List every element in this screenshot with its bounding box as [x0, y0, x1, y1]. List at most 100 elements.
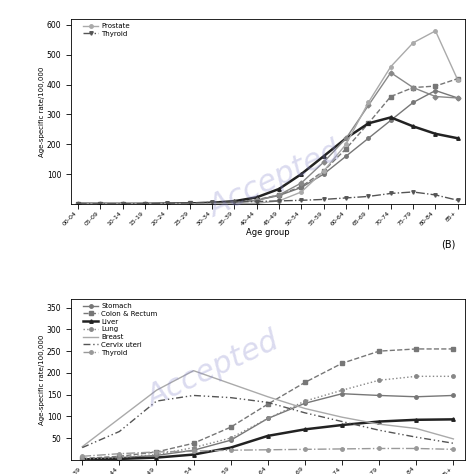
- Stomach: [376, 392, 382, 398]
- Thyroid: [228, 447, 234, 453]
- Liver: [117, 456, 122, 462]
- Liver: [302, 427, 308, 432]
- Liver: [265, 433, 271, 439]
- Line: Thyroid: Thyroid: [76, 190, 460, 206]
- Stomach: [265, 416, 271, 421]
- Prostate: [209, 201, 215, 207]
- Prostate: [433, 28, 438, 34]
- Colon & Rectum: [339, 360, 345, 366]
- Breast: [191, 368, 196, 374]
- Colon & Rectum: [117, 454, 122, 459]
- Breast: [376, 421, 382, 427]
- Thyroid: [117, 451, 122, 456]
- Thyroid: [191, 448, 196, 454]
- Breast: [79, 444, 85, 449]
- Thyroid: [231, 199, 237, 205]
- Lung: [191, 445, 196, 450]
- Thyroid: [265, 447, 271, 453]
- Thyroid: [276, 198, 282, 204]
- Text: (B): (B): [441, 239, 455, 249]
- Prostate: [75, 201, 81, 207]
- Liver: [451, 417, 456, 422]
- Colon & Rectum: [154, 449, 159, 455]
- Breast: [451, 436, 456, 442]
- Thyroid: [164, 201, 170, 206]
- Line: Breast: Breast: [82, 371, 454, 447]
- Prostate: [97, 201, 103, 207]
- Breast: [228, 381, 234, 387]
- Prostate: [321, 168, 327, 174]
- Text: Accepted: Accepted: [204, 137, 346, 223]
- Cervix uteri: [302, 410, 308, 416]
- Stomach: [413, 394, 419, 400]
- X-axis label: Age group: Age group: [246, 228, 290, 237]
- Legend: Prostate, Thyroid: Prostate, Thyroid: [82, 22, 130, 37]
- Prostate: [343, 141, 349, 147]
- Breast: [339, 414, 345, 420]
- Thyroid: [455, 198, 461, 203]
- Prostate: [187, 201, 192, 207]
- Breast: [154, 387, 159, 393]
- Stomach: [191, 447, 196, 453]
- Prostate: [164, 201, 170, 207]
- Colon & Rectum: [191, 440, 196, 446]
- Legend: Stomach, Colon & Rectum, Liver, Lung, Breast, Cervix uteri, Thyroid: Stomach, Colon & Rectum, Liver, Lung, Br…: [82, 302, 158, 356]
- Thyroid: [376, 446, 382, 451]
- Lung: [265, 416, 271, 421]
- Lung: [117, 455, 122, 460]
- Stomach: [117, 455, 122, 460]
- Thyroid: [451, 447, 456, 452]
- Line: Liver: Liver: [81, 418, 455, 461]
- Prostate: [276, 198, 282, 204]
- Line: Colon & Rectum: Colon & Rectum: [81, 347, 455, 460]
- Stomach: [451, 392, 456, 398]
- Breast: [413, 426, 419, 431]
- Stomach: [339, 391, 345, 397]
- Breast: [302, 406, 308, 411]
- Thyroid: [142, 201, 148, 207]
- Breast: [265, 394, 271, 400]
- Colon & Rectum: [413, 346, 419, 352]
- Thyroid: [302, 447, 308, 452]
- Stomach: [302, 401, 308, 406]
- Liver: [191, 452, 196, 457]
- Thyroid: [410, 189, 416, 195]
- Line: Thyroid: Thyroid: [81, 447, 455, 458]
- Colon & Rectum: [79, 456, 85, 461]
- Lung: [413, 374, 419, 379]
- Cervix uteri: [413, 434, 419, 440]
- Thyroid: [187, 200, 192, 206]
- Liver: [376, 419, 382, 424]
- Thyroid: [339, 446, 345, 452]
- Cervix uteri: [265, 400, 271, 405]
- Cervix uteri: [117, 428, 122, 434]
- Line: Cervix uteri: Cervix uteri: [82, 395, 454, 447]
- Prostate: [455, 77, 461, 83]
- Stomach: [228, 438, 234, 443]
- Lung: [339, 387, 345, 393]
- Liver: [339, 422, 345, 428]
- Thyroid: [365, 193, 371, 199]
- Prostate: [231, 201, 237, 207]
- Lung: [228, 435, 234, 441]
- Text: Accepted: Accepted: [143, 327, 284, 413]
- Stomach: [154, 453, 159, 458]
- Y-axis label: Age-specific rate/100,000: Age-specific rate/100,000: [39, 66, 46, 156]
- Prostate: [254, 201, 259, 206]
- Cervix uteri: [79, 445, 85, 450]
- Cervix uteri: [228, 395, 234, 401]
- Colon & Rectum: [228, 424, 234, 430]
- Liver: [228, 445, 234, 450]
- Line: Lung: Lung: [81, 374, 455, 461]
- Thyroid: [154, 449, 159, 455]
- Lung: [302, 398, 308, 404]
- Thyroid: [343, 195, 349, 201]
- Cervix uteri: [339, 419, 345, 424]
- Cervix uteri: [376, 428, 382, 433]
- Liver: [79, 456, 85, 462]
- Lung: [376, 377, 382, 383]
- Colon & Rectum: [265, 401, 271, 407]
- Thyroid: [321, 197, 327, 202]
- Cervix uteri: [154, 398, 159, 404]
- Prostate: [388, 64, 393, 70]
